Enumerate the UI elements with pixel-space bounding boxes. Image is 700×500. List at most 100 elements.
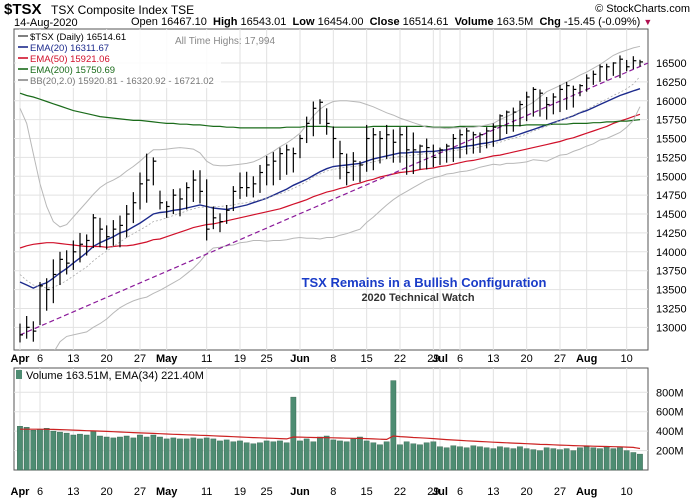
volume-bar <box>183 438 190 471</box>
volume-bar <box>37 429 43 471</box>
volume-bar <box>150 434 157 471</box>
volume-bar <box>270 441 277 471</box>
volume-bar <box>210 438 217 471</box>
volume-value: 163.5M <box>496 16 534 28</box>
price-ytick-label: 14250 <box>656 228 687 240</box>
volume-bar <box>90 430 97 471</box>
legend-ema20-label: EMA(20) 16311.67 <box>30 43 109 54</box>
volume-xtick-label: 22 <box>394 486 406 498</box>
price-xtick-label: 8 <box>330 353 336 365</box>
volume-xtick-label: 20 <box>101 486 113 498</box>
volume-bar <box>70 434 77 471</box>
volume-legend-label: Volume 163.51M, EMA(34) 221.40M <box>26 370 204 382</box>
index-name: TSX Composite Index TSE <box>51 3 195 17</box>
volume-bar <box>350 438 357 471</box>
price-overlays <box>19 45 648 350</box>
volume-bar <box>457 446 463 471</box>
high-label: High <box>213 16 238 28</box>
volume-bars <box>17 380 643 471</box>
ohlc-readout: Open 16467.10 High 16543.01 Low 16454.00… <box>131 17 652 28</box>
price-axis: 13000 13250 13500 13750 14000 14250 14500 14750… <box>11 58 687 365</box>
volume-bar <box>403 441 410 471</box>
price-xtick-label: 13 <box>487 353 499 365</box>
volume-bar <box>497 446 503 471</box>
volume-bar <box>290 396 297 471</box>
legend-ema200-label: EMA(200) 15750.69 <box>30 65 115 76</box>
volume-bar <box>477 446 483 471</box>
volume-bar <box>203 437 210 471</box>
volume-bar <box>537 450 543 471</box>
price-xtick-label: 10 <box>621 353 633 365</box>
low-value: 16454.00 <box>317 16 364 28</box>
price-xtick-label: 22 <box>394 353 406 365</box>
volume-bar <box>383 441 390 471</box>
volume-bar <box>230 441 237 471</box>
annotation: TSX Remains in a Bullish Configuration 20… <box>302 275 547 304</box>
volume-bar <box>110 437 117 471</box>
volume-bar <box>177 438 183 471</box>
volume-legend-swatch <box>16 370 22 379</box>
volume-bar <box>343 441 350 471</box>
ema200-line <box>19 92 641 129</box>
volume-bar <box>17 426 23 471</box>
volume-bar <box>557 449 563 471</box>
volume-bar <box>503 447 510 471</box>
volume-xtick-label: 13 <box>67 486 79 498</box>
copyright-link[interactable]: © StockCharts.com <box>595 3 690 15</box>
bb-upper-line <box>19 45 641 228</box>
legend-price-label: $TSX (Daily) 16514.61 <box>30 32 126 43</box>
all-time-highs-label: All Time Highs: 17,994 <box>175 36 275 47</box>
volume-ema-line <box>20 428 641 450</box>
volume-bar <box>297 440 303 471</box>
volume-bar <box>510 448 517 471</box>
volume-bar <box>563 448 570 471</box>
symbol-title: $TSX <box>4 1 42 18</box>
price-ytick-label: 14500 <box>656 209 687 221</box>
volume-bar <box>63 432 70 471</box>
volume-bar <box>450 445 457 471</box>
price-xtick-label: 6 <box>37 353 43 365</box>
volume-xtick-label: Aug <box>576 486 597 498</box>
high-value: 16543.01 <box>240 16 287 28</box>
price-xtick-label: Jun <box>290 353 310 365</box>
volume-bar <box>410 443 417 471</box>
volume-bar <box>50 430 57 471</box>
volume-bar <box>170 437 177 471</box>
volume-bar <box>570 450 577 471</box>
volume-bar <box>530 449 537 471</box>
volume-xtick-label: 19 <box>234 486 246 498</box>
volume-bar <box>217 440 223 471</box>
volume-xtick-label: 29 <box>427 486 439 498</box>
volume-bar <box>470 445 477 471</box>
volume-bar <box>517 446 523 471</box>
volume-bar <box>103 436 110 471</box>
close-label: Close <box>369 16 400 28</box>
volume-bar <box>610 448 617 471</box>
volume-bar <box>143 436 150 471</box>
volume-bar <box>417 444 423 471</box>
price-xtick-label: 20 <box>101 353 113 365</box>
price-ytick-label: 15250 <box>656 152 687 164</box>
price-ytick-label: 14750 <box>656 190 687 202</box>
legend-bb-label: BB(20,2.0) 15920.81 - 16320.92 - 16721.0… <box>30 76 214 87</box>
volume-ytick-label: 600M <box>656 407 684 419</box>
price-xtick-label: 11 <box>201 353 212 365</box>
volume-bar <box>97 435 103 471</box>
volume-bar <box>630 452 637 471</box>
volume-bar <box>337 440 343 471</box>
volume-bar <box>77 433 83 471</box>
price-ytick-label: 13500 <box>656 285 687 297</box>
volume-bar <box>23 427 30 471</box>
legend-bg <box>16 30 221 88</box>
price-ytick-label: 16250 <box>656 77 687 89</box>
volume-legend: Volume 163.51M, EMA(34) 221.40M <box>16 370 204 382</box>
price-xtick-label: 20 <box>521 353 533 365</box>
close-value: 16514.61 <box>402 16 449 28</box>
volume-bar <box>283 442 290 471</box>
volume-xtick-label: 25 <box>261 486 273 498</box>
volume-bar <box>590 447 597 471</box>
volume-bar <box>397 444 403 471</box>
volume-bar <box>317 436 323 471</box>
